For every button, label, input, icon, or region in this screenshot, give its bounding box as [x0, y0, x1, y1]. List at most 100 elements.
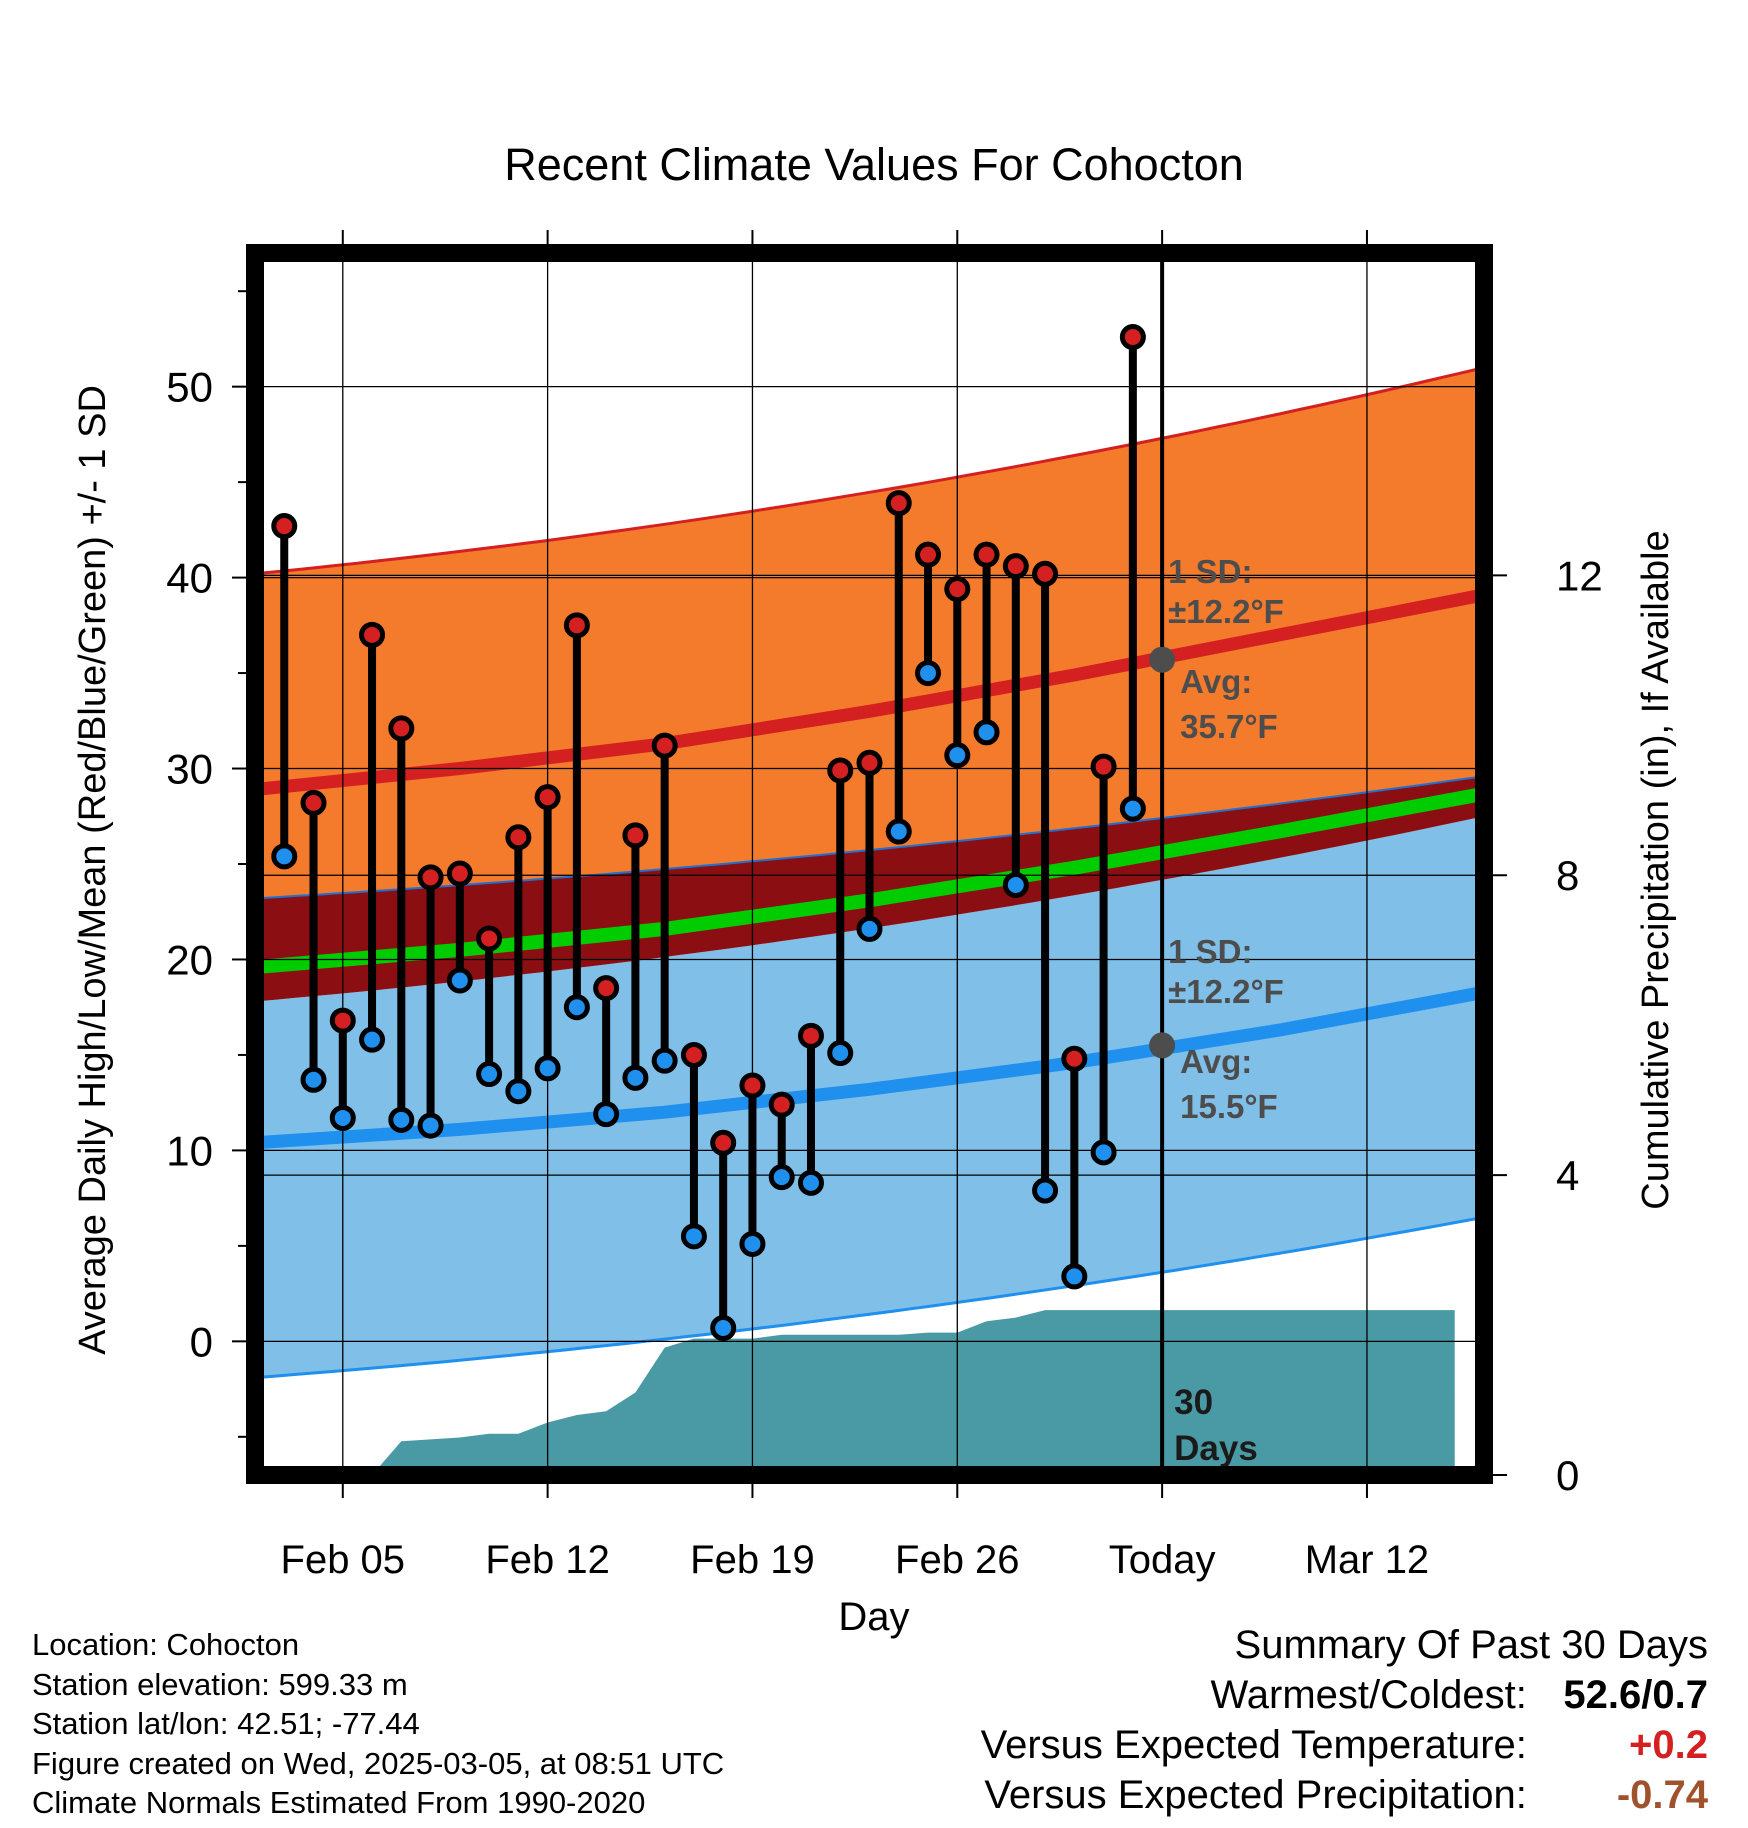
daily-high-point	[359, 621, 386, 648]
low-avg-value: 15.5°F	[1180, 1088, 1278, 1125]
daily-low-point	[1002, 872, 1029, 899]
temp-value: +0.2	[1629, 1723, 1708, 1767]
daily-low-point	[534, 1055, 561, 1082]
location-text: Location: Cohocton	[32, 1627, 300, 1662]
low-avg-label: Avg:	[1180, 1043, 1252, 1080]
daily-high-point	[856, 749, 883, 776]
low-sd-label: 1 SD:	[1168, 933, 1252, 970]
temp-label: Versus Expected Temperature:	[980, 1723, 1527, 1767]
y-tick-label: 50	[166, 364, 213, 411]
daily-high-point	[505, 824, 532, 851]
daily-high-point	[827, 757, 854, 784]
daily-high-point	[417, 864, 444, 891]
x-tick-label: Feb 05	[281, 1538, 406, 1582]
high-avg-marker	[1149, 646, 1176, 673]
daily-high-point	[710, 1129, 737, 1156]
x-tick-label: Mar 12	[1305, 1538, 1430, 1582]
daily-low-point	[622, 1064, 649, 1091]
daily-high-point	[476, 925, 503, 952]
high-sd-band	[255, 367, 1484, 899]
x-tick-label: Feb 26	[895, 1538, 1020, 1582]
y-tick-label: 40	[166, 555, 213, 602]
daily-high-point	[1061, 1045, 1088, 1072]
plot-frame	[246, 244, 1493, 1484]
daily-low-point	[388, 1106, 415, 1133]
daily-low-point	[915, 660, 942, 687]
chart-title: Recent Climate Values For Cohocton	[504, 139, 1244, 190]
x-tick-label: Today	[1109, 1538, 1216, 1582]
y-axis-label: Average Daily High/Low/Mean (Red/Blue/Gr…	[72, 385, 114, 1355]
low-sd-band	[255, 816, 1484, 1378]
daily-high-point	[388, 715, 415, 742]
elevation-text: Station elevation: 599.33 m	[32, 1666, 408, 1702]
daily-high-point	[534, 784, 561, 811]
daily-low-point	[1119, 795, 1146, 822]
daily-low-point	[271, 843, 298, 870]
daily-low-point	[680, 1223, 707, 1250]
y2-tick-label: 0	[1556, 1452, 1579, 1499]
precip-label: Versus Expected Precipitation:	[984, 1773, 1527, 1817]
latlon-text: Station lat/lon: 42.51; -77.44	[32, 1706, 420, 1741]
precip-days-number: 30	[1174, 1383, 1213, 1422]
daily-low-point	[768, 1164, 795, 1191]
daily-high-point	[739, 1072, 766, 1099]
daily-low-point	[710, 1314, 737, 1341]
daily-low-point	[651, 1047, 678, 1074]
daily-low-point	[1090, 1139, 1117, 1166]
normal-low-line	[255, 985, 1484, 1150]
created-text: Figure created on Wed, 2025-03-05, at 08…	[32, 1745, 725, 1781]
daily-high-point	[1002, 553, 1029, 580]
x-tick-label: Feb 12	[485, 1538, 610, 1582]
daily-low-point	[329, 1104, 356, 1131]
daily-low-point	[446, 967, 473, 994]
y2-tick-label: 4	[1556, 1152, 1579, 1199]
x-tick-label: Feb 19	[690, 1538, 815, 1582]
daily-high-point	[1032, 560, 1059, 587]
x-axis-label: Day	[838, 1595, 909, 1639]
warmest-value: 52.6/0.7	[1563, 1673, 1708, 1717]
summary-precip-row: Versus Expected Precipitation: -0.74	[981, 1770, 1708, 1820]
summary-heading: Summary Of Past 30 Days	[1234, 1623, 1708, 1667]
high-band-upper-edge	[255, 366, 1484, 576]
plot-area	[255, 253, 1484, 1475]
daily-low-point	[1032, 1177, 1059, 1204]
daily-high-point	[680, 1041, 707, 1068]
warmest-label: Warmest/Coldest:	[1210, 1673, 1527, 1717]
daily-high-point	[944, 576, 971, 603]
daily-low-point	[739, 1230, 766, 1257]
station-info: Location: Cohocton Station elevation: 59…	[32, 1625, 724, 1823]
summary-panel: Summary Of Past 30 Days Warmest/Coldest:…	[981, 1620, 1708, 1820]
daily-low-point	[827, 1040, 854, 1067]
low-band-lower-edge	[255, 1215, 1484, 1380]
summary-warmest-row: Warmest/Coldest: 52.6/0.7	[981, 1670, 1709, 1720]
y2-tick-label: 8	[1556, 852, 1579, 899]
daily-high-point	[651, 732, 678, 759]
daily-low-point	[300, 1066, 327, 1093]
daily-high-point	[593, 975, 620, 1002]
daily-low-point	[856, 915, 883, 942]
daily-high-point	[915, 541, 942, 568]
daily-low-point	[417, 1112, 444, 1139]
daily-high-point	[446, 860, 473, 887]
daily-high-point	[300, 789, 327, 816]
precip-days-label: Days	[1174, 1429, 1258, 1468]
low-avg-marker	[1149, 1032, 1176, 1059]
daily-low-point	[476, 1061, 503, 1088]
y-tick-label: 0	[190, 1318, 213, 1365]
daily-high-point	[1119, 324, 1146, 351]
summary-temp-row: Versus Expected Temperature: +0.2	[981, 1720, 1708, 1770]
daily-low-point	[885, 818, 912, 845]
high-avg-label: Avg:	[1180, 663, 1252, 700]
precip-value: -0.74	[1616, 1773, 1708, 1817]
daily-high-point	[329, 1007, 356, 1034]
daily-high-point	[622, 822, 649, 849]
y-tick-label: 20	[166, 936, 213, 983]
daily-high-point	[797, 1022, 824, 1049]
daily-high-point	[768, 1091, 795, 1118]
y2-axis-label: Cumulative Precipitation (in), If Availa…	[1635, 530, 1677, 1209]
daily-high-point	[563, 612, 590, 639]
daily-low-point	[944, 742, 971, 769]
y2-tick-label: 12	[1556, 552, 1603, 599]
low-sd-value: ±12.2°F	[1168, 973, 1284, 1010]
